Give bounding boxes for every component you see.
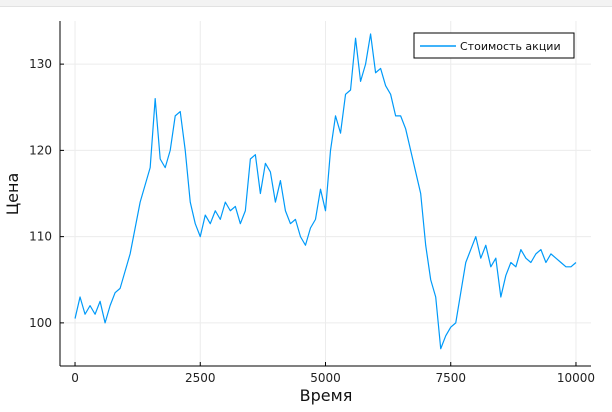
y-tick-label: 120 bbox=[29, 143, 52, 157]
window-top-strip bbox=[0, 0, 612, 7]
legend: Стоимость акции bbox=[413, 32, 575, 59]
y-tick-label: 130 bbox=[29, 57, 52, 71]
x-tick-label: 0 bbox=[71, 371, 79, 385]
legend-box bbox=[413, 32, 575, 59]
x-tick-label: 5000 bbox=[310, 371, 341, 385]
tick-labels: 0 2500 5000 7500 10000 100 110 120 130 bbox=[29, 57, 595, 385]
grid bbox=[60, 21, 591, 366]
y-tick-label: 110 bbox=[29, 230, 52, 244]
x-axis-label: Время bbox=[300, 386, 353, 405]
x-tick-label: 7500 bbox=[435, 371, 466, 385]
chart-background bbox=[0, 7, 612, 412]
series-line-0 bbox=[74, 33, 577, 350]
x-tick-label: 10000 bbox=[557, 371, 595, 385]
axes bbox=[59, 21, 591, 367]
y-tick-label: 100 bbox=[29, 316, 52, 330]
x-tick-label: 2500 bbox=[185, 371, 216, 385]
y-axis-label: Цена bbox=[3, 173, 22, 216]
legend-label: Стоимость акции bbox=[460, 40, 561, 53]
series-layer bbox=[74, 33, 577, 350]
